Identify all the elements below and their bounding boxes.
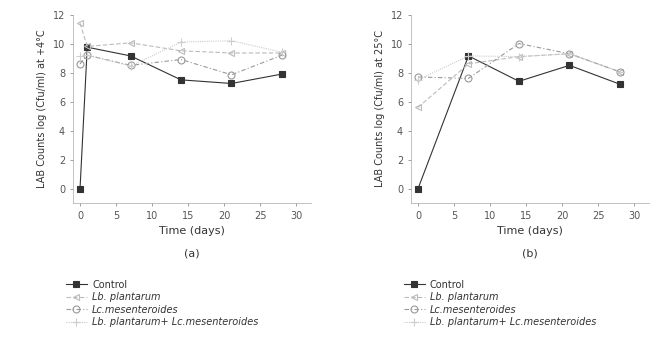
Text: (a): (a) [184,248,200,258]
Y-axis label: LAB Counts log (Cfu/ml) at +4°C: LAB Counts log (Cfu/ml) at +4°C [37,30,47,188]
Text: (b): (b) [522,248,538,258]
X-axis label: Time (days): Time (days) [159,227,225,236]
Legend: Control, Lb. plantarum, Lc.mesenteroides, Lb. plantarum+ Lc.mesenteroides: Control, Lb. plantarum, Lc.mesenteroides… [66,280,258,327]
Legend: Control, Lb. plantarum, Lc.mesenteroides, Lb. plantarum+ Lc.mesenteroides: Control, Lb. plantarum, Lc.mesenteroides… [404,280,596,327]
Y-axis label: LAB Counts log (Cfu/ml) at 25°C: LAB Counts log (Cfu/ml) at 25°C [375,30,385,187]
X-axis label: Time (days): Time (days) [496,227,563,236]
